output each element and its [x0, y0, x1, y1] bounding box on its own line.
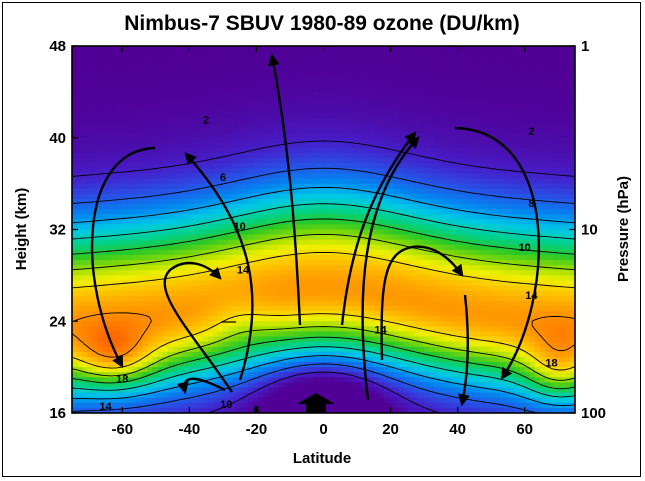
- contour-label: 6: [220, 172, 226, 184]
- circulation-arrow: [454, 126, 540, 380]
- y-tick-label: 24: [49, 313, 66, 330]
- x-axis: -60 -40 -20 0 20 40 60: [111, 46, 533, 438]
- x-tick-label: 0: [319, 421, 327, 438]
- contour-label: 18: [116, 374, 128, 386]
- y-axis-label-left: Height (km): [13, 188, 30, 271]
- x-tick-label: 20: [382, 421, 399, 438]
- contour-label: 14: [237, 265, 250, 277]
- y-tick-label: 48: [49, 38, 66, 55]
- right-tick-label: 10: [581, 222, 598, 239]
- right-tick-label: 100: [581, 405, 606, 422]
- y-axis-left: 16 24 32 40 48: [49, 38, 78, 422]
- x-tick-label: -40: [179, 421, 201, 438]
- contour-6: [72, 186, 575, 406]
- contour-label: 10: [519, 242, 531, 254]
- circulation-arrow: [267, 53, 302, 326]
- x-tick-label: -60: [111, 421, 133, 438]
- figure-frame: [2, 2, 641, 477]
- contour-10: [72, 218, 575, 390]
- circulation-arrow: [361, 136, 420, 401]
- circulation-arrow: [177, 377, 226, 395]
- x-tick-label: 40: [449, 421, 466, 438]
- y-tick-label: 40: [49, 130, 66, 147]
- x-tick-label: -20: [246, 421, 268, 438]
- contour-label: 18: [545, 358, 557, 370]
- contour-8: [72, 203, 575, 398]
- contour-12: [72, 233, 575, 381]
- contour-label: 14: [525, 290, 538, 302]
- circulation-arrow: [380, 245, 464, 361]
- contour-lines: [72, 140, 575, 413]
- circulation-arrow: [90, 146, 156, 369]
- contour-label: 8: [528, 198, 534, 210]
- y-tick-label: 16: [49, 405, 66, 422]
- y-axis-right: 1 10 100: [569, 38, 606, 422]
- circulation-arrow: [340, 131, 417, 326]
- contour-label: 14: [99, 401, 112, 413]
- contour-label: 2: [203, 114, 209, 126]
- x-axis-label: Latitude: [293, 450, 351, 467]
- chart-title: Nimbus-7 SBUV 1980-89 ozone (DU/km): [124, 12, 520, 35]
- contour-label: 10: [220, 399, 232, 411]
- y-axis-label-right: Pressure (hPa): [615, 176, 632, 282]
- y-tick-label: 32: [49, 222, 66, 239]
- upward-arrow-icon: [297, 393, 335, 413]
- x-tick-label: 60: [516, 421, 533, 438]
- circulation-arrow: [458, 294, 470, 407]
- contour-labels: 22681010141414181814106: [99, 114, 557, 416]
- right-tick-label: 1: [581, 38, 589, 55]
- circulation-arrow: [184, 152, 254, 381]
- circulation-arrows: [90, 53, 540, 413]
- circulation-arrow: [163, 261, 233, 393]
- contour-16: [72, 312, 575, 358]
- ozone-field: [72, 46, 575, 413]
- contour-label: 2: [528, 126, 534, 138]
